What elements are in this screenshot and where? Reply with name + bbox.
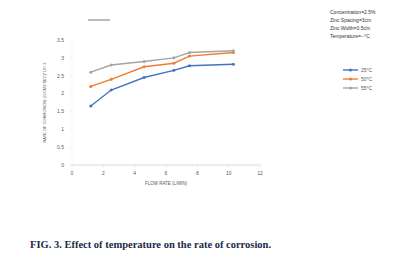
legend-marker	[349, 87, 352, 90]
x-tick	[260, 165, 261, 167]
marker	[143, 60, 146, 63]
legend-label: 25°C	[361, 67, 373, 73]
x-tick-label: 2	[102, 170, 105, 176]
y-tick-label: 2.5	[57, 73, 64, 79]
y-tick-label: 0.5	[57, 144, 64, 150]
marker	[89, 105, 92, 108]
y-tick-label: 3	[61, 55, 64, 61]
x-tick-label: 4	[133, 170, 136, 176]
annotation: Zinc Width=0.5cm	[330, 25, 370, 31]
y-tick	[70, 111, 72, 112]
legend-swatch	[343, 69, 358, 70]
x-tick-label: 0	[71, 170, 74, 176]
marker	[232, 63, 235, 66]
marker	[110, 64, 113, 67]
x-tick	[197, 165, 198, 167]
series-line	[91, 64, 234, 106]
marker	[143, 65, 146, 68]
x-tick-label: 6	[165, 170, 168, 176]
marker	[172, 69, 175, 72]
marker	[188, 64, 191, 67]
marker	[232, 49, 235, 52]
series-line	[91, 53, 234, 87]
caption: FIG. 3. Effect of temperature on the rat…	[30, 239, 271, 250]
x-tick	[103, 165, 104, 167]
x-tick	[134, 165, 135, 167]
y-tick	[70, 57, 72, 58]
marker	[172, 56, 175, 59]
x-tick	[228, 165, 229, 167]
marker	[143, 76, 146, 79]
y-tick-label: 2	[61, 90, 64, 96]
legend-marker	[349, 78, 352, 81]
y-tick	[70, 75, 72, 76]
y-tick-label: 0	[61, 162, 64, 168]
y-tick-label: 1.5	[57, 108, 64, 114]
legend-swatch	[343, 78, 358, 79]
decoration	[88, 19, 110, 21]
annotation: Zinc Spacing=3cm	[330, 17, 371, 23]
x-tick-label: 10	[226, 170, 232, 176]
legend-marker	[349, 69, 352, 72]
x-tick	[166, 165, 167, 167]
legend-swatch	[343, 87, 358, 88]
chart: 0 2 4 6 8 10 12 0 0.5 1 1.5 2 2.5 3 3.5 FLOW RATE (L/MI…	[0, 0, 411, 265]
y-axis-label: RATE OF CORROSION (G/CM2 SEC)*10^-3	[42, 62, 47, 143]
y-tick	[70, 129, 72, 130]
x-axis-label: FLOW RATE (L/MIN)	[145, 181, 188, 186]
marker	[172, 62, 175, 65]
x-tick	[72, 165, 73, 167]
y-tick	[70, 40, 72, 41]
x-tick-label: 8	[196, 170, 199, 176]
annotation: Temperature=--°C	[330, 33, 370, 39]
series-line	[91, 51, 234, 72]
annotation: Concentration=2.5%	[330, 9, 376, 15]
y-tick-label: 1	[61, 126, 64, 132]
marker	[110, 78, 113, 81]
y-tick	[70, 165, 72, 166]
y-tick	[70, 93, 72, 94]
y-tick	[70, 147, 72, 148]
marker	[89, 85, 92, 88]
y-axis	[72, 40, 73, 165]
marker	[188, 55, 191, 58]
legend-label: 50°C	[361, 76, 373, 82]
marker	[110, 89, 113, 92]
legend-label: 55°C	[361, 85, 373, 91]
y-tick-label: 3.5	[57, 37, 64, 43]
marker	[89, 71, 92, 74]
plot-area	[89, 49, 235, 107]
marker	[188, 51, 191, 54]
x-tick-label: 12	[257, 170, 263, 176]
